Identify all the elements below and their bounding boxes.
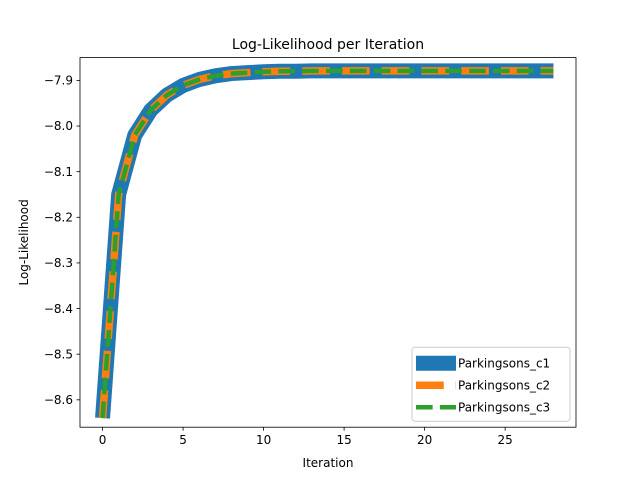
legend-label-1: Parkingsons_c1 [458, 357, 550, 371]
chart-title: Log-Likelihood per Iteration [232, 37, 424, 53]
x-tick-label: 25 [498, 433, 513, 447]
x-tick-label: 5 [179, 433, 187, 447]
axes-frame [79, 57, 577, 428]
legend-label-2: Parkingsons_c2 [458, 379, 550, 393]
x-tick-label: 0 [99, 433, 107, 447]
y-tick-label: −8.3 [44, 256, 73, 270]
y-tick-label: −7.9 [44, 74, 73, 88]
legend: Parkingsons_c1 Parkingsons_c2 Parkingsons_… [411, 346, 571, 422]
y-axis-label: Log-Likelihood [17, 199, 31, 285]
y-tick-label: −8.2 [44, 211, 73, 225]
legend-label-3: Parkingsons_c3 [458, 401, 550, 415]
x-tick-label: 15 [336, 433, 351, 447]
y-tick-label: −8.4 [44, 302, 73, 316]
y-tick-label: −8.6 [44, 393, 73, 407]
y-tick-label: −8.1 [44, 165, 73, 179]
plot-area [95, 63, 554, 419]
series-line-3 [100, 68, 554, 419]
y-tick-label: −8.5 [44, 347, 73, 361]
y-tick-label: −8.0 [44, 119, 73, 133]
x-axis-label: Iteration [303, 456, 354, 470]
x-tick-label: 20 [417, 433, 432, 447]
x-tick-label: 10 [256, 433, 271, 447]
axis-ticks: 0 5 10 15 20 25 −8.6 −8.5 −8.4 −8.3 −8.2 −8.1 −8.0 −7… [44, 74, 513, 448]
